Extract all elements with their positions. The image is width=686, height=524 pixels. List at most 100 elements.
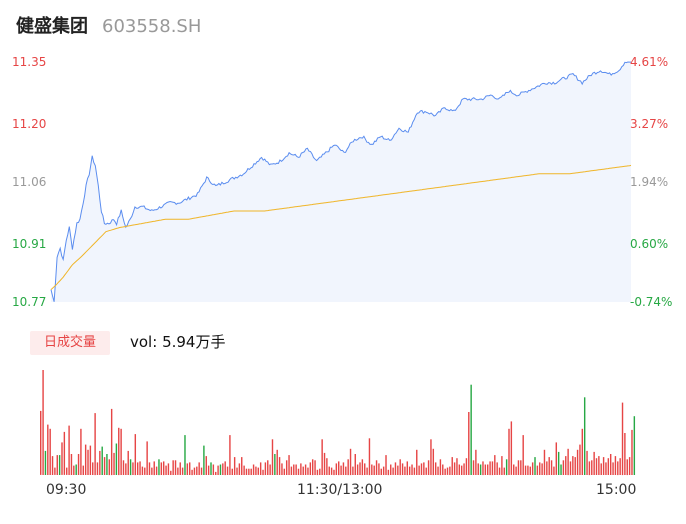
volume-bar bbox=[404, 466, 406, 475]
volume-bar bbox=[491, 461, 494, 476]
volume-bar bbox=[529, 466, 531, 475]
volume-bar bbox=[373, 465, 375, 475]
volume-bar bbox=[103, 457, 106, 475]
volume-bar bbox=[264, 462, 267, 475]
volume-bar bbox=[139, 461, 141, 476]
volume-bar bbox=[151, 467, 153, 475]
volume-readout-value: 5.94万手 bbox=[162, 333, 226, 351]
volume-bar bbox=[375, 460, 378, 475]
volume-bar bbox=[319, 468, 321, 475]
volume-bar bbox=[401, 463, 404, 475]
volume-bar bbox=[165, 465, 167, 475]
volume-bar bbox=[110, 408, 113, 476]
volume-bar bbox=[574, 457, 576, 475]
volume-bar bbox=[262, 469, 264, 476]
volume-tab[interactable]: 日成交量 bbox=[30, 331, 110, 355]
volume-bar bbox=[181, 467, 184, 475]
volume-bar bbox=[609, 454, 612, 475]
volume-bar bbox=[539, 462, 541, 475]
volume-bar bbox=[245, 468, 248, 475]
volume-bar bbox=[572, 456, 574, 475]
volume-bar bbox=[624, 433, 626, 475]
volume-bar bbox=[153, 461, 155, 476]
volume-bar bbox=[579, 444, 581, 475]
volume-bar bbox=[92, 462, 94, 475]
volume-bar bbox=[141, 466, 144, 475]
volume-bar bbox=[425, 467, 427, 475]
volume-bar bbox=[345, 466, 347, 475]
volume-bar bbox=[82, 465, 84, 475]
average-line bbox=[50, 164, 632, 290]
volume-bar bbox=[215, 471, 217, 475]
volume-bar bbox=[567, 448, 569, 476]
volume-bar bbox=[557, 451, 560, 475]
volume-bar bbox=[581, 428, 584, 475]
volume-bar bbox=[621, 402, 624, 476]
volume-bar bbox=[517, 460, 520, 475]
volume-bar bbox=[534, 457, 536, 475]
volume-bar bbox=[68, 425, 70, 475]
volume-bar bbox=[259, 462, 262, 475]
volume-bar bbox=[73, 465, 75, 475]
volume-bar bbox=[420, 463, 423, 475]
volume-bar bbox=[628, 457, 631, 475]
volume-bar bbox=[482, 461, 484, 476]
volume-bar bbox=[349, 448, 352, 476]
volume-bar bbox=[293, 464, 295, 475]
volume-bar bbox=[304, 464, 307, 475]
volume-bar bbox=[484, 464, 487, 475]
volume-bar bbox=[51, 456, 54, 475]
volume-bar bbox=[144, 467, 146, 475]
volume-bar bbox=[460, 465, 463, 475]
volume-bar bbox=[605, 462, 607, 475]
volume-bar bbox=[267, 460, 269, 475]
volume-bar bbox=[487, 464, 489, 475]
volume-bar bbox=[132, 462, 134, 475]
volume-bar bbox=[167, 463, 170, 475]
volume-bar bbox=[446, 467, 449, 475]
volume-bar bbox=[602, 457, 605, 475]
volume-bar bbox=[250, 468, 252, 475]
volume-bar bbox=[96, 462, 99, 475]
volume-bar bbox=[189, 462, 191, 475]
volume-bar bbox=[295, 464, 297, 475]
volume-bar bbox=[543, 449, 546, 475]
volume-bar bbox=[607, 458, 610, 475]
volume-bar bbox=[614, 456, 617, 475]
volume-bar bbox=[340, 465, 342, 475]
volume-bar bbox=[583, 397, 586, 475]
volume-bar bbox=[591, 460, 593, 475]
volume-bar bbox=[134, 434, 137, 476]
volume-bar bbox=[371, 464, 373, 475]
volume-bar bbox=[456, 458, 458, 475]
volume-bar bbox=[472, 460, 475, 475]
volume-bar bbox=[217, 465, 219, 475]
volume-bar bbox=[316, 469, 319, 476]
y-tick-pct: 3.27% bbox=[630, 117, 669, 132]
volume-bar bbox=[118, 427, 120, 476]
x-tick-label: 15:00 bbox=[596, 482, 637, 498]
volume-bar bbox=[527, 465, 529, 475]
volume-bar bbox=[522, 435, 524, 475]
volume-bar bbox=[489, 461, 491, 476]
volume-bar bbox=[600, 463, 602, 475]
volume-bar bbox=[288, 455, 290, 475]
volume-bar bbox=[463, 463, 465, 475]
price-area bbox=[51, 62, 631, 302]
price-line bbox=[50, 61, 632, 302]
volume-bar bbox=[439, 459, 442, 476]
volume-bar bbox=[54, 467, 56, 475]
volume-bar bbox=[496, 462, 498, 475]
volume-bar bbox=[588, 461, 591, 476]
volume-bar bbox=[222, 463, 224, 475]
volume-bar bbox=[513, 464, 515, 475]
volume-bar bbox=[212, 464, 215, 475]
volume-bar bbox=[75, 464, 77, 475]
volume-bar bbox=[432, 448, 435, 476]
volume-bar bbox=[309, 462, 312, 475]
y-tick-price: 11.06 bbox=[12, 175, 47, 189]
volume-bar bbox=[520, 460, 522, 475]
volume-bar bbox=[378, 463, 380, 475]
volume-bar bbox=[328, 466, 330, 475]
y-tick-price: 11.20 bbox=[12, 117, 47, 132]
